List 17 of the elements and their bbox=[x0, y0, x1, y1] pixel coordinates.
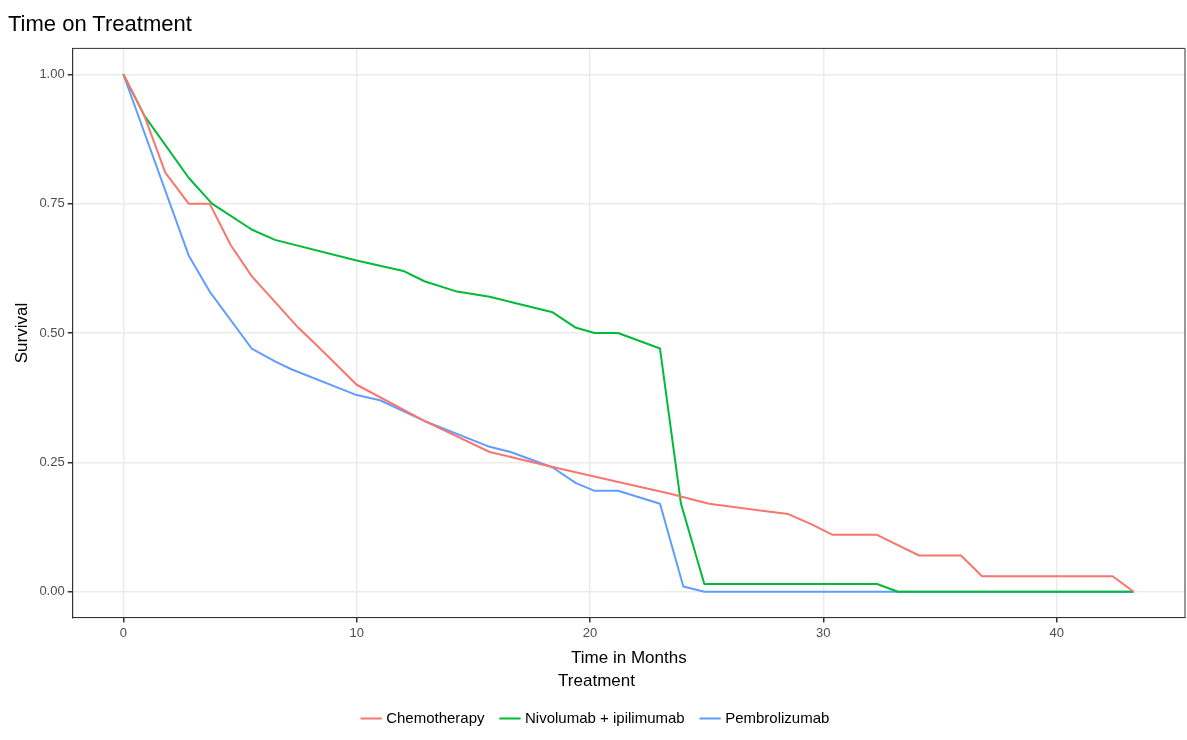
x-tick-label: 30 bbox=[816, 624, 831, 640]
y-tick-label: 1.00 bbox=[39, 65, 65, 81]
legend-label: Nivolumab + ipilimumab bbox=[525, 708, 685, 726]
x-axis-title: Time in Months bbox=[571, 648, 687, 668]
x-tick-label: 10 bbox=[349, 624, 364, 640]
legend-label: Chemotherapy bbox=[386, 708, 486, 726]
x-tick-label: 20 bbox=[582, 624, 598, 640]
legend-title: Treatment bbox=[558, 670, 636, 690]
y-tick-label: 0.50 bbox=[39, 324, 65, 340]
y-tick-label: 0.00 bbox=[39, 583, 65, 599]
x-tick-label: 0 bbox=[119, 624, 127, 640]
y-tick-label: 0.25 bbox=[39, 453, 65, 469]
chart-title: Time on Treatment bbox=[8, 11, 192, 37]
x-tick-label: 40 bbox=[1049, 624, 1064, 640]
legend-label: Pembrolizumab bbox=[725, 708, 830, 726]
y-axis-title: Survival bbox=[11, 302, 31, 364]
y-tick-label: 0.75 bbox=[39, 195, 65, 211]
